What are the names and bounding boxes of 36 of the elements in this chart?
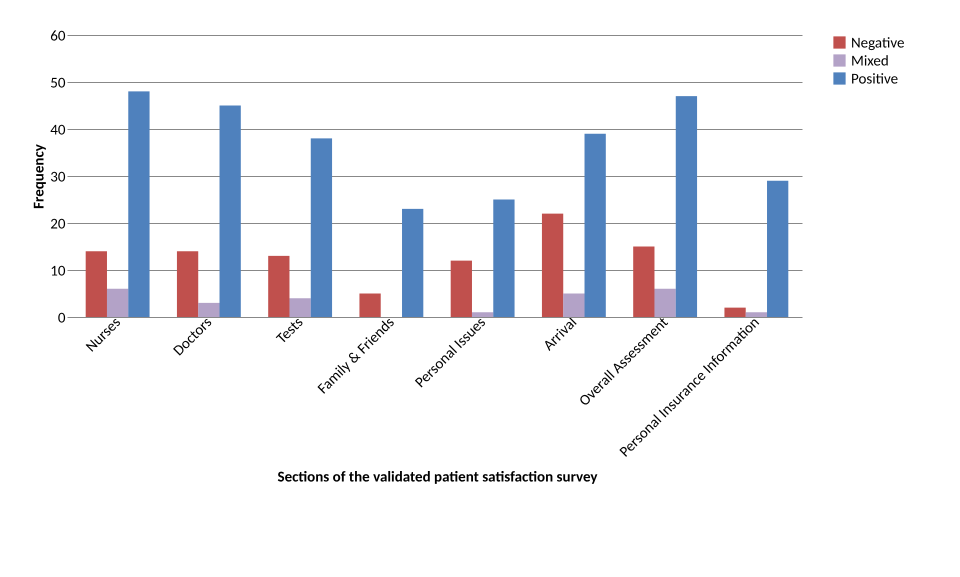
bar [654,288,676,317]
bar [310,138,332,317]
bar [86,251,107,317]
legend-label: Mixed [851,52,889,70]
y-tick-label: 50 [50,74,66,92]
bar [128,91,150,317]
bar [563,294,585,317]
y-axis-title: Frequency [30,143,48,209]
y-tick-label: 40 [50,122,66,140]
legend-label: Negative [851,34,904,52]
bar [198,302,220,317]
y-tick-label: 60 [50,28,66,46]
bar [584,134,606,317]
bar [359,294,381,317]
bar [724,308,746,317]
bar [472,312,494,317]
bar [106,288,128,317]
legend-label: Positive [851,70,898,88]
bar [676,96,698,317]
y-tick-label: 30 [50,168,66,186]
bar [450,260,472,317]
y-tick-label: 10 [50,262,66,280]
bar [493,200,515,317]
bar [542,214,564,317]
bar [176,251,198,317]
x-axis-title: Sections of the validated patient satisfaction survey [277,468,598,487]
bar [289,298,311,317]
bar [402,208,424,317]
y-tick-label: 20 [50,216,66,234]
bar [767,180,788,317]
bar [746,312,768,317]
bar [220,106,241,317]
y-tick-label: 0 [58,310,66,328]
bar [633,246,654,317]
x-tick-label: Tests [273,314,308,348]
bar [268,256,290,317]
